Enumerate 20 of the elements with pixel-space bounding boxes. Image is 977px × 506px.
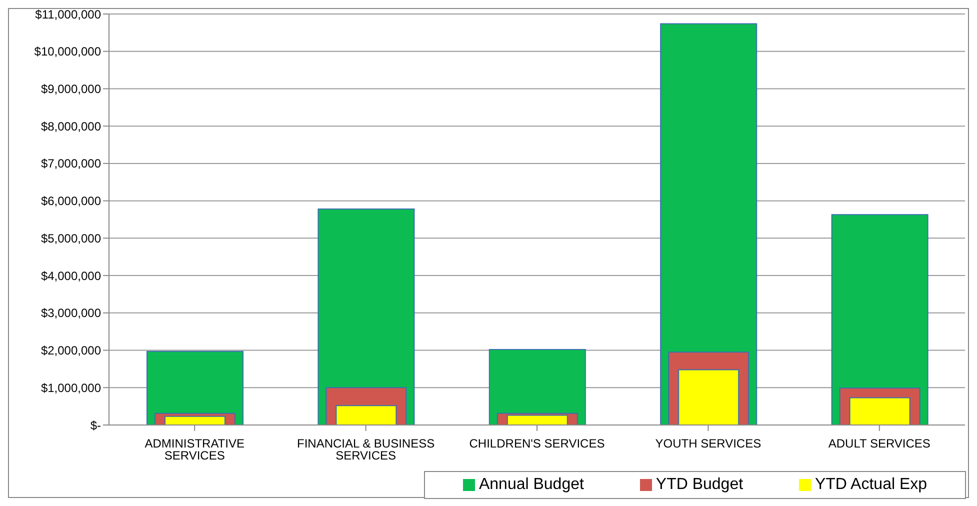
y-tick-label: $5,000,000	[40, 231, 102, 246]
y-tick-label: $9,000,000	[40, 82, 102, 96]
y-tick-label: $-	[90, 418, 101, 432]
x-tick-label: ADULT SERVICES	[828, 436, 930, 451]
x-tick-label: YOUTH SERVICES	[655, 436, 762, 451]
x-tick-label: ADMINISTRATIVE SERVICES	[144, 436, 244, 463]
y-tick-label: $7,000,000	[40, 156, 102, 171]
y-tick-label: $10,000,000	[34, 44, 102, 59]
x-tick-label: CHILDREN'S SERVICES	[469, 436, 605, 451]
legend-label: YTD Budget	[654, 476, 744, 494]
y-tick-label: $4,000,000	[40, 268, 102, 283]
y-tick-label: $3,000,000	[40, 306, 102, 320]
y-tick-label: $1,000,000	[40, 380, 102, 395]
y-tick-label: $6,000,000	[40, 194, 102, 208]
legend-label: Annual Budget	[478, 476, 584, 494]
y-tick-label: $11,000,000	[35, 7, 102, 22]
legend-label: YTD Actual Exp	[814, 476, 928, 494]
x-tick-label: FINANCIAL & BUSINESS SERVICES	[297, 436, 435, 463]
y-tick-label: $2,000,000	[40, 344, 102, 358]
y-tick-label: $8,000,000	[40, 119, 102, 134]
